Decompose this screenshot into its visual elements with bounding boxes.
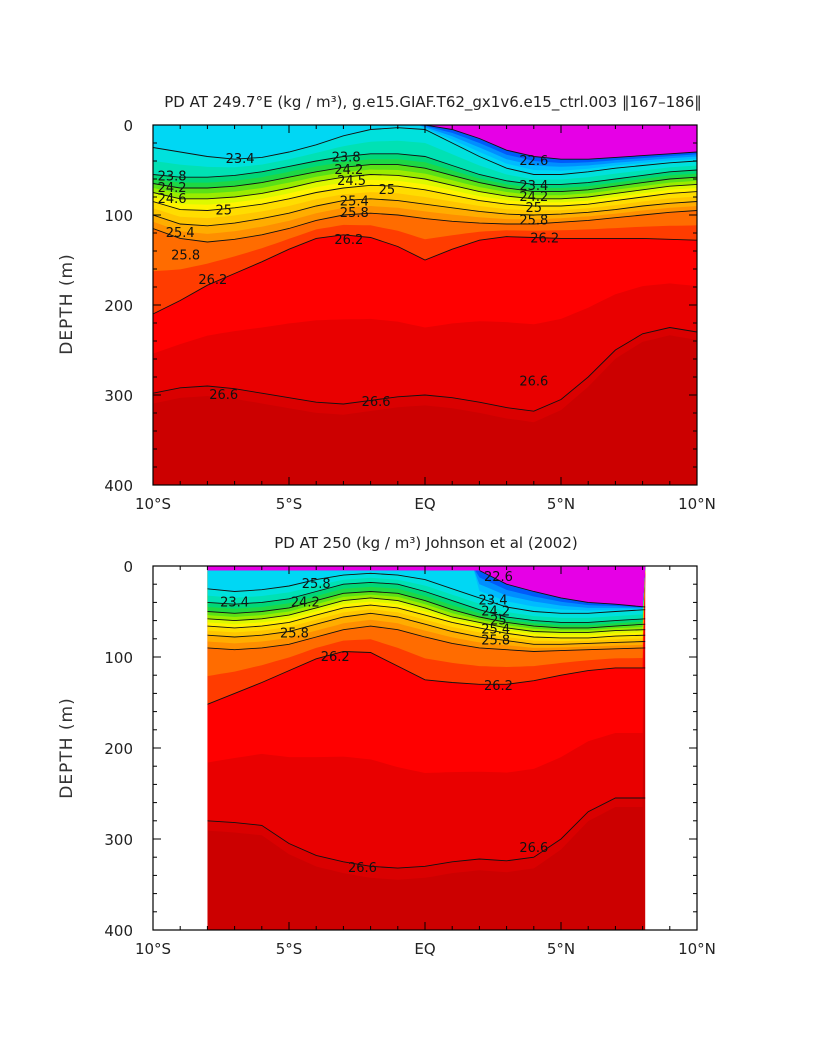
x-tick-label: 5°N <box>547 940 575 958</box>
contour-label: 26.2 <box>484 679 513 694</box>
y-tick-label: 0 <box>123 117 133 135</box>
panel-model: PD AT 249.7°E (kg / m³), g.e15.GIAF.T62_… <box>57 93 716 513</box>
isopycnal-line <box>207 797 646 869</box>
isopycnal-line <box>207 604 646 639</box>
isopycnal-line <box>153 184 697 211</box>
contour-label: 23.4 <box>220 595 249 610</box>
isopycnal-line <box>153 210 697 243</box>
isopycnal-line <box>153 174 697 200</box>
contour-label: 26.6 <box>348 861 377 876</box>
x-tick-label: EQ <box>414 940 435 958</box>
contour-label: 26.6 <box>519 841 548 856</box>
isopycnal-line <box>207 625 646 652</box>
contour-label: 22.6 <box>519 154 548 169</box>
isopycnal-line <box>153 234 697 315</box>
contour-label: 26.6 <box>362 395 391 410</box>
y-tick-label: 100 <box>104 207 133 225</box>
contour-label: 25.8 <box>340 206 369 221</box>
contour-label: 24.2 <box>519 190 548 205</box>
chart-title: PD AT 250 (kg / m³) Johnson et al (2002) <box>274 534 577 552</box>
isopycnal-line <box>153 153 697 185</box>
contour-label: 26.2 <box>334 233 363 248</box>
y-axis-label: DEPTH (m) <box>57 253 77 354</box>
contour-label: 25 <box>526 201 543 216</box>
y-axis-label: DEPTH (m) <box>57 697 77 798</box>
x-tick-label: 10°S <box>135 940 171 958</box>
x-tick-label: 10°N <box>678 495 716 513</box>
contour-label: 24.5 <box>337 174 366 189</box>
contour-label: 25.8 <box>280 626 309 641</box>
x-tick-label: EQ <box>414 495 435 513</box>
contour-label: 23.4 <box>226 152 255 167</box>
contour-label: 24.6 <box>158 192 187 207</box>
y-tick-label: 200 <box>104 740 133 758</box>
contour-label: 25.8 <box>302 577 331 592</box>
contour-label: 25 <box>490 614 507 629</box>
isopycnal-line <box>207 612 646 645</box>
contour-label: 25.8 <box>481 634 510 649</box>
isopycnal-line <box>207 591 646 629</box>
contour-label: 23.4 <box>519 179 548 194</box>
contour-label: 25.8 <box>171 249 200 264</box>
contour-label: 26.2 <box>321 650 350 665</box>
contour-label: 25 <box>379 183 396 198</box>
x-tick-label: 5°S <box>276 495 303 513</box>
isopycnal-line <box>207 572 646 614</box>
y-tick-label: 0 <box>123 558 133 576</box>
contour-label: 24.2 <box>481 605 510 620</box>
isopycnal-line <box>207 581 646 623</box>
y-tick-label: 300 <box>104 831 133 849</box>
contour-label: 24.2 <box>158 181 187 196</box>
y-tick-label: 300 <box>104 387 133 405</box>
y-tick-label: 400 <box>104 477 133 495</box>
y-tick-label: 200 <box>104 297 133 315</box>
contour-label: 25.8 <box>519 213 548 228</box>
isopycnal-line <box>153 327 697 412</box>
isopycnal-line <box>153 198 697 227</box>
contour-label: 23.8 <box>332 150 361 165</box>
isopycnal-line <box>153 164 697 193</box>
contour-label: 25 <box>215 204 232 219</box>
contour-label: 25.4 <box>481 623 510 638</box>
contour-label: 25.4 <box>166 226 195 241</box>
isopycnal-line <box>207 651 646 705</box>
y-tick-label: 400 <box>104 922 133 940</box>
contour-label: 24.2 <box>291 595 320 610</box>
contour-label: 23.8 <box>158 169 187 184</box>
x-tick-label: 10°N <box>678 940 716 958</box>
panel-observations: PD AT 250 (kg / m³) Johnson et al (2002)… <box>57 534 716 958</box>
x-tick-label: 5°N <box>547 495 575 513</box>
isopycnal-line <box>479 570 646 608</box>
contour-label: 26.2 <box>198 273 227 288</box>
density-band <box>207 566 646 607</box>
contour-label: 25.4 <box>340 195 369 210</box>
isopycnal-line <box>207 597 646 633</box>
x-tick-label: 10°S <box>135 495 171 513</box>
x-tick-label: 5°S <box>276 940 303 958</box>
y-tick-label: 100 <box>104 649 133 667</box>
isopycnal-line <box>424 125 697 160</box>
contour-label: 23.4 <box>479 594 508 609</box>
contour-label: 26.6 <box>519 375 548 390</box>
density-band <box>153 125 697 160</box>
contour-label: 22.6 <box>484 570 513 585</box>
contour-label: 26.6 <box>209 388 238 403</box>
chart-title: PD AT 249.7°E (kg / m³), g.e15.GIAF.T62_… <box>164 93 702 112</box>
contour-label: 24.2 <box>334 163 363 178</box>
contour-label: 26.2 <box>530 231 559 246</box>
